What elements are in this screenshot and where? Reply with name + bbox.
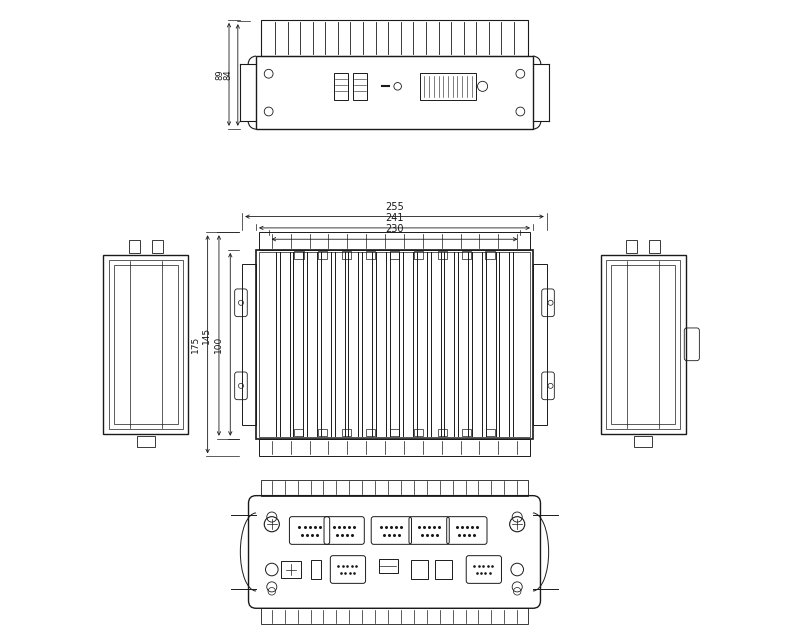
Bar [379, 559, 398, 573]
Bar [260, 233, 529, 250]
Bar [261, 480, 528, 495]
Bar [342, 429, 351, 435]
Bar [242, 264, 256, 425]
Bar [294, 429, 303, 435]
Bar [390, 251, 399, 258]
Bar [294, 251, 304, 258]
Bar [261, 20, 528, 56]
Bar [411, 560, 428, 579]
Bar [600, 255, 686, 434]
Bar [260, 439, 529, 456]
Bar [281, 561, 301, 578]
Bar [649, 240, 660, 253]
Bar [390, 429, 399, 435]
Bar [462, 251, 471, 258]
Bar [256, 56, 533, 129]
Bar [606, 260, 680, 429]
Bar [438, 429, 447, 435]
Bar [319, 429, 327, 435]
Bar [109, 260, 183, 429]
Bar [334, 73, 348, 100]
Bar [438, 251, 447, 258]
Bar [256, 250, 533, 439]
Bar [342, 251, 351, 258]
Bar [414, 429, 423, 435]
Text: 255: 255 [385, 202, 404, 212]
Bar [259, 252, 530, 437]
Bar [151, 240, 163, 253]
Bar [533, 264, 547, 425]
Bar [261, 608, 528, 624]
Bar [485, 251, 495, 258]
Text: 84: 84 [224, 70, 233, 80]
Bar [114, 265, 178, 424]
Text: 145: 145 [203, 327, 211, 344]
Text: 89: 89 [215, 69, 224, 80]
Text: 230: 230 [385, 224, 404, 234]
Bar [366, 429, 375, 435]
Bar [311, 560, 321, 579]
Bar [318, 251, 327, 258]
Bar [420, 73, 477, 100]
Text: 175: 175 [191, 336, 200, 353]
Bar [366, 251, 376, 258]
Bar [462, 429, 470, 435]
Bar [413, 251, 423, 258]
Bar [626, 240, 638, 253]
Text: 100: 100 [214, 336, 222, 353]
Text: 241: 241 [385, 213, 404, 223]
Bar [129, 240, 140, 253]
Bar [136, 436, 155, 447]
Bar [435, 560, 452, 579]
Bar [103, 255, 189, 434]
Bar [486, 429, 495, 435]
Bar [353, 73, 367, 100]
Bar [611, 265, 675, 424]
Bar [634, 436, 653, 447]
